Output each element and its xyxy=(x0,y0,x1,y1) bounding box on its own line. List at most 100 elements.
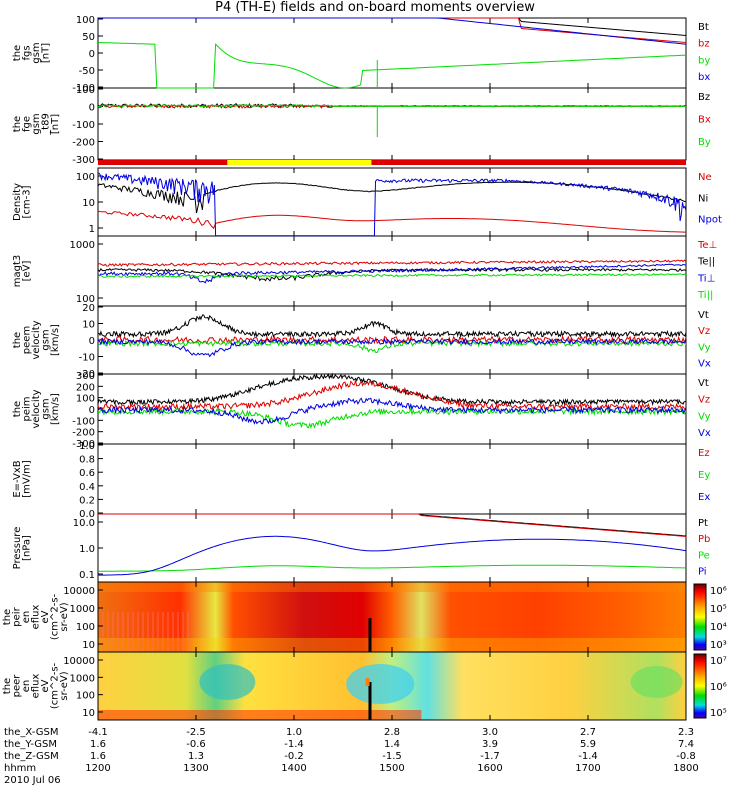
ylabel-line: gsm xyxy=(41,329,52,350)
xaxis-value: -0.6 xyxy=(186,739,206,750)
legend-Pb: Pb xyxy=(698,534,710,545)
ytick-label: 0 xyxy=(89,405,95,416)
legend-Ex: Ex xyxy=(698,492,710,503)
panel-frame xyxy=(97,513,687,583)
series-Vy xyxy=(98,406,687,430)
ytick-label: 100 xyxy=(76,294,95,305)
xaxis-value: 1800 xyxy=(673,763,698,774)
ylabel-line: eV xyxy=(40,679,51,692)
ylabel-line: peim xyxy=(22,396,33,421)
xaxis-value: 1.6 xyxy=(90,751,106,762)
legend-Vz: Vz xyxy=(698,326,710,337)
ytick-label: 300 xyxy=(76,371,95,382)
series-Te-par xyxy=(97,267,687,282)
ylabel-line: (cm^2-s- xyxy=(50,593,61,640)
series-Ni xyxy=(97,181,687,214)
panel-peer: 10⁷ 10⁶ 10⁵ 10000 1000 100 10 thepeerenefluxeV(… xyxy=(2,651,727,721)
legend-Ey: Ey xyxy=(698,470,710,481)
ylabel-line: [km/s] xyxy=(50,393,61,425)
ylabel-line: Pressure xyxy=(12,527,23,570)
ytick-label: 10000 xyxy=(63,656,95,667)
ylabel-line: the xyxy=(2,678,13,694)
ytick-label: 0.4 xyxy=(79,482,95,493)
ylabel-line: the xyxy=(12,116,23,132)
xaxis-date: 2010 Jul 06 xyxy=(4,775,61,786)
xaxis-value: 1600 xyxy=(477,763,502,774)
series-Te-perp xyxy=(97,259,687,268)
xaxis-value: -1.5 xyxy=(382,751,402,762)
ylabel-line: gsm xyxy=(31,113,42,134)
legend-Npot: Npot xyxy=(698,215,722,226)
xaxis-value: 1.6 xyxy=(90,739,106,750)
ytick-label: 100 xyxy=(76,15,95,26)
ylabel-line: eflux xyxy=(31,674,42,699)
series-Pi xyxy=(98,535,687,576)
ytick-label: 0.1 xyxy=(79,570,95,581)
legend-Ti||: Ti|| xyxy=(697,290,713,301)
series-bx xyxy=(98,17,687,45)
legend-Bz: Bz xyxy=(698,92,710,103)
ylabel-line: gsm xyxy=(41,398,52,419)
ytick-label: 0 xyxy=(89,49,95,60)
xaxis-row-label: hhmm xyxy=(4,763,36,774)
cold-blob xyxy=(346,664,415,704)
ytick-label: -100 xyxy=(72,83,95,94)
ytick-label: -300 xyxy=(72,155,95,166)
ytick-label: 100 xyxy=(76,172,95,183)
ylabel-line: [nT] xyxy=(50,114,61,134)
ytick-label: 10 xyxy=(82,320,95,331)
data-gap-bar xyxy=(368,618,372,652)
ytick-label: -10 xyxy=(79,353,95,364)
xaxis-value: -1.7 xyxy=(480,751,500,762)
xaxis-value: 2.3 xyxy=(678,727,694,738)
ytick-label: 1000 xyxy=(70,240,95,251)
ytick-label: 100 xyxy=(76,691,95,702)
ylabel-line: sr-eV) xyxy=(59,671,70,700)
chart-title: P4 (TH-E) fields and on-board moments ov… xyxy=(215,0,535,15)
ytick-label: -50 xyxy=(79,66,95,77)
legend-Vy: Vy xyxy=(698,411,711,422)
xaxis-row-label: the_Z-GSM xyxy=(4,751,59,762)
ylabel-line: the xyxy=(12,45,23,61)
ylabel-line: [cm-3] xyxy=(22,185,33,218)
ytick-label: 1.0 xyxy=(79,544,95,555)
panel-efield: 1.0 0.8 0.6 0.4 0.2 0.0 E=-VxB[mV/m] Ez Ey Ex xyxy=(12,441,710,520)
ylabel-line: gsm xyxy=(31,42,42,63)
legend-Ti⊥: Ti⊥ xyxy=(697,273,715,284)
xaxis-value: 1500 xyxy=(379,763,404,774)
xaxis-value: 1200 xyxy=(85,763,110,774)
xaxis-value: -4.1 xyxy=(88,727,108,738)
series-Vz xyxy=(97,378,687,412)
cold-blob xyxy=(630,666,683,698)
colorbar-peir xyxy=(693,583,707,651)
ytick-label: 0.6 xyxy=(79,468,95,479)
series-By xyxy=(97,103,687,108)
ylabel-line: sr-eV) xyxy=(59,602,70,631)
legend-Vz: Vz xyxy=(698,395,710,406)
ytick-label: 0.2 xyxy=(79,495,95,506)
legend-Pe: Pe xyxy=(698,550,710,561)
ytick-label: 0 xyxy=(89,103,95,114)
ytick-label: 1000 xyxy=(70,673,95,684)
legend-bz: bz xyxy=(698,39,710,50)
low-energy-band xyxy=(98,710,422,720)
legend-Vt: Vt xyxy=(698,310,709,321)
series-Ne xyxy=(97,210,686,233)
ytick-label: -200 xyxy=(72,428,95,439)
ylabel-line: peir xyxy=(12,606,23,626)
series-Npot xyxy=(97,172,687,237)
colorbar-peer xyxy=(693,653,707,719)
xaxis-value: -0.2 xyxy=(284,751,304,762)
legend-Vx: Vx xyxy=(698,359,711,370)
ytick-label: 10 xyxy=(82,198,95,209)
panel-frame xyxy=(97,87,687,161)
colorbar-tick: 10⁶ xyxy=(710,586,727,597)
series-Pe xyxy=(98,564,687,572)
xaxis-value: -1.4 xyxy=(284,739,304,750)
state-bar-yellow xyxy=(227,160,372,165)
ytick-label: 10.0 xyxy=(73,518,95,529)
xaxis-row-label: the_X-GSM xyxy=(4,727,58,738)
ylabel-line: velocity xyxy=(31,389,42,428)
